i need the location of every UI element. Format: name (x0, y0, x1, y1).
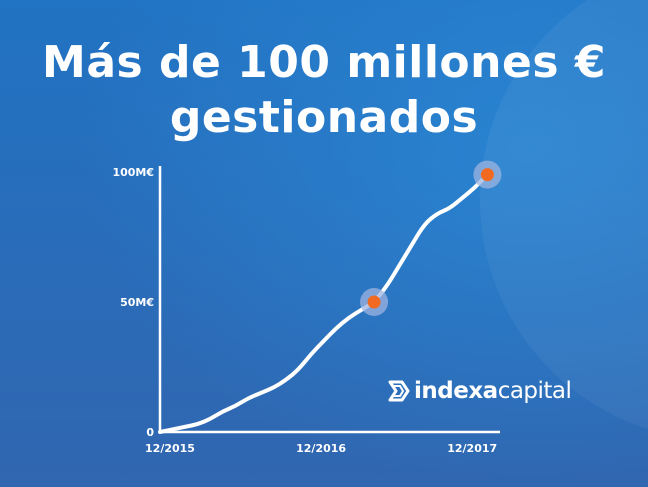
x-tick-label: 12/2017 (447, 442, 497, 455)
chart-title-line-1: Más de 100 millones € (42, 37, 606, 88)
y-tick-label: 100M€ (112, 166, 154, 179)
series-line (158, 172, 490, 434)
highlight-marker-point (480, 168, 494, 182)
highlight-markers (360, 160, 502, 316)
series-group (158, 172, 490, 434)
y-tick-label: 50M€ (120, 296, 154, 309)
brand-name-bold: indexa (414, 378, 498, 404)
brand-name: indexacapital (414, 376, 572, 406)
x-tick-label: 12/2015 (145, 442, 195, 455)
background-arc (480, 0, 648, 429)
x-tick-label: 12/2016 (296, 442, 346, 455)
y-tick-label: 0 (146, 426, 154, 439)
brand-logo: indexacapital (388, 374, 572, 408)
axis-ticks: 0 50M€ 100M€ 12/2015 12/2016 12/2017 (112, 166, 497, 455)
chart-title-line-2: gestionados (169, 92, 479, 143)
indexa-logo-icon (388, 380, 410, 402)
highlight-marker-point (367, 295, 381, 309)
brand-name-light: capital (497, 378, 572, 404)
chart-axes (158, 166, 500, 434)
